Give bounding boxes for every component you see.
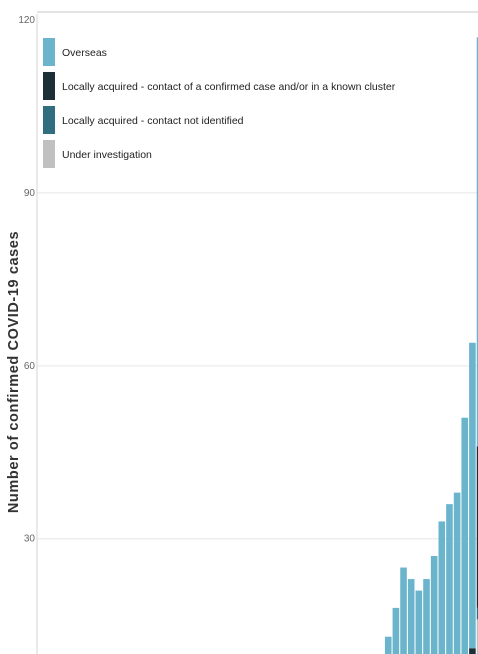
bar-segment bbox=[430, 556, 438, 654]
y-ticks: 30 60 90 120 bbox=[18, 15, 35, 545]
y-axis-title: Number of confirmed COVID-19 cases bbox=[6, 231, 22, 513]
bar-segment bbox=[453, 492, 461, 654]
bar-segment bbox=[446, 504, 453, 654]
legend-swatch bbox=[43, 106, 55, 134]
bar-segment bbox=[415, 590, 423, 654]
bar-segment bbox=[476, 607, 478, 620]
bar-segment bbox=[423, 579, 430, 654]
gridlines bbox=[37, 192, 478, 540]
bar-segment bbox=[469, 648, 476, 654]
legend-swatch bbox=[43, 38, 55, 66]
bar-segment bbox=[384, 636, 392, 654]
legend-label: Locally acquired - contact of a confirme… bbox=[62, 81, 396, 93]
bar-segment bbox=[400, 567, 407, 654]
bar-segment bbox=[476, 37, 478, 447]
y-tick-label: 60 bbox=[24, 361, 36, 372]
bar-segment bbox=[476, 619, 478, 654]
y-tick-label: 30 bbox=[24, 534, 36, 545]
legend: Overseas Locally acquired - contact of a … bbox=[43, 38, 396, 168]
bar-segment bbox=[476, 446, 478, 608]
bar-segment bbox=[392, 607, 400, 654]
bar-segment bbox=[469, 342, 476, 649]
bar-segment bbox=[407, 579, 415, 654]
legend-label: Locally acquired - contact not identifie… bbox=[62, 115, 244, 127]
y-tick-label: 120 bbox=[18, 15, 35, 26]
legend-label: Under investigation bbox=[62, 149, 152, 161]
y-tick-label: 90 bbox=[24, 188, 36, 199]
legend-swatch bbox=[43, 140, 55, 168]
legend-label: Overseas bbox=[62, 47, 107, 59]
bar-segment bbox=[438, 521, 446, 654]
bar-segment bbox=[461, 417, 469, 654]
legend-swatch bbox=[43, 72, 55, 100]
bars bbox=[384, 37, 478, 654]
